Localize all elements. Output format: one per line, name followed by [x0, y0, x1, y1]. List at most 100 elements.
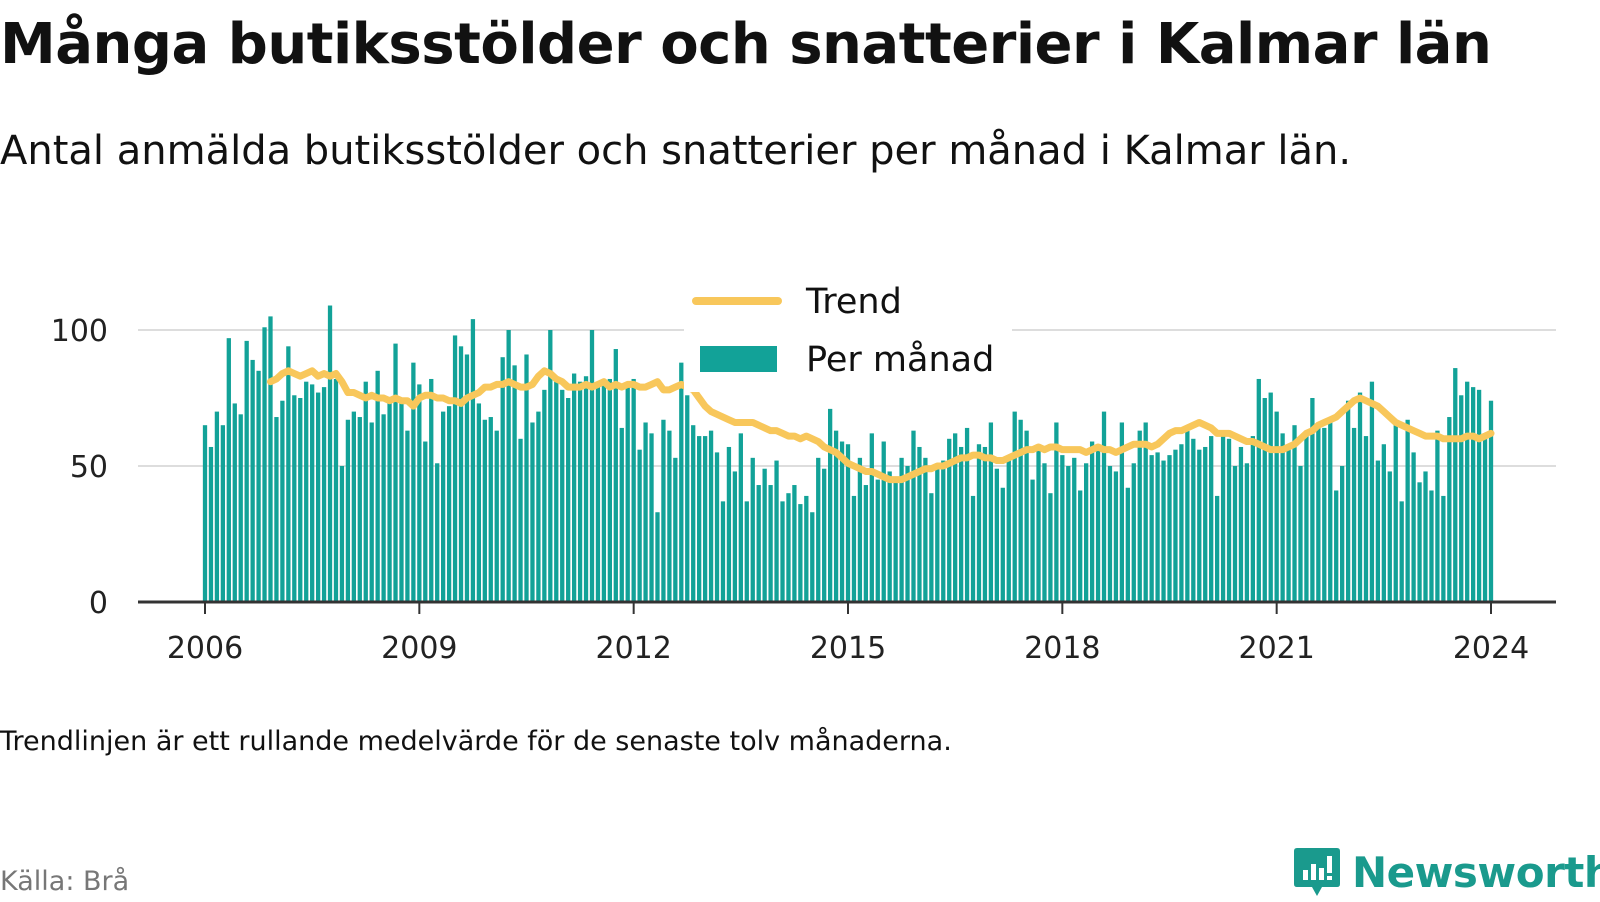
bar — [839, 441, 845, 602]
bar — [822, 468, 827, 602]
bar — [274, 417, 279, 602]
bar — [941, 460, 946, 602]
bar — [1185, 430, 1190, 602]
bar — [1089, 441, 1095, 602]
bar — [899, 457, 904, 602]
x-tick-label: 2021 — [1238, 631, 1314, 666]
bar — [744, 501, 749, 602]
bar — [1232, 466, 1238, 602]
bar — [863, 485, 869, 602]
bar — [1048, 493, 1053, 602]
bar — [607, 378, 612, 602]
bar — [1125, 487, 1130, 602]
bar — [232, 403, 237, 602]
bar — [911, 430, 916, 602]
source-label: Källa: Brå — [0, 866, 130, 897]
bar — [1280, 433, 1285, 602]
bar — [625, 381, 630, 602]
brand-name: Newsworthy — [1352, 847, 1600, 897]
bar — [857, 457, 863, 602]
y-tick-label: 100 — [51, 314, 108, 349]
bar — [1328, 417, 1333, 602]
bar — [589, 330, 595, 602]
bar — [554, 378, 559, 602]
bar — [393, 343, 398, 602]
x-tick-label: 2009 — [381, 631, 457, 666]
bar — [1429, 490, 1434, 602]
bar — [506, 330, 511, 602]
bar — [310, 384, 315, 602]
bar — [488, 417, 493, 602]
bar — [381, 414, 386, 602]
bar — [357, 417, 362, 602]
bar — [833, 430, 839, 602]
bar — [292, 395, 297, 602]
trend-series — [266, 367, 1495, 484]
bar — [1179, 444, 1184, 602]
bar — [1095, 449, 1101, 602]
bar — [250, 359, 255, 602]
bar — [256, 370, 261, 602]
bar — [851, 495, 857, 602]
x-tick-label: 2012 — [595, 631, 671, 666]
bar — [512, 365, 517, 602]
bar — [720, 501, 726, 602]
bar — [583, 376, 589, 602]
bar — [351, 411, 356, 602]
bar — [1345, 400, 1351, 602]
bar — [1054, 422, 1059, 602]
bar — [714, 452, 720, 602]
bar — [1191, 438, 1196, 602]
bar — [363, 381, 368, 602]
x-axis: 2006 2009 2012 2015 2018 2021 2024 — [167, 602, 1529, 666]
bar — [1119, 422, 1125, 602]
bar — [756, 485, 761, 602]
bar — [500, 357, 505, 602]
bar — [530, 422, 535, 602]
bar — [1101, 411, 1107, 602]
bar — [345, 419, 351, 602]
bar — [435, 463, 440, 602]
bar — [1375, 460, 1381, 602]
legend[interactable]: Trend Per månad — [684, 278, 1012, 392]
bar — [816, 457, 821, 602]
bar — [1018, 419, 1023, 602]
bar — [214, 411, 220, 602]
bar — [1131, 463, 1136, 602]
bar — [1197, 449, 1202, 602]
bar — [536, 411, 541, 602]
bar — [577, 381, 583, 602]
bar — [1304, 430, 1309, 602]
bar — [708, 430, 714, 602]
bar — [208, 446, 214, 602]
bar — [339, 466, 345, 602]
bar — [1369, 381, 1375, 602]
bar — [679, 362, 684, 602]
bar — [1274, 411, 1279, 602]
bar — [202, 425, 208, 602]
bar — [1066, 466, 1071, 602]
brand-logo[interactable]: Newsworthy — [1292, 842, 1600, 902]
bar — [411, 362, 416, 602]
x-tick-label: 2006 — [167, 631, 243, 666]
bar — [1078, 490, 1083, 602]
bar — [774, 460, 779, 602]
bar-series — [202, 305, 1494, 602]
bar — [595, 387, 601, 602]
bar — [441, 411, 446, 602]
bar — [1292, 425, 1297, 602]
bar — [637, 449, 642, 602]
bar — [1322, 427, 1327, 602]
bar — [994, 468, 999, 602]
bar — [1334, 490, 1339, 602]
bar — [446, 406, 452, 602]
newsworthy-logo-icon — [1294, 848, 1340, 896]
bar — [1286, 446, 1291, 602]
bar — [470, 319, 476, 602]
bar — [464, 354, 470, 602]
bar — [1405, 419, 1410, 602]
bar — [1072, 457, 1077, 602]
bar — [1298, 466, 1303, 602]
bar — [405, 430, 410, 602]
bar — [958, 446, 964, 602]
